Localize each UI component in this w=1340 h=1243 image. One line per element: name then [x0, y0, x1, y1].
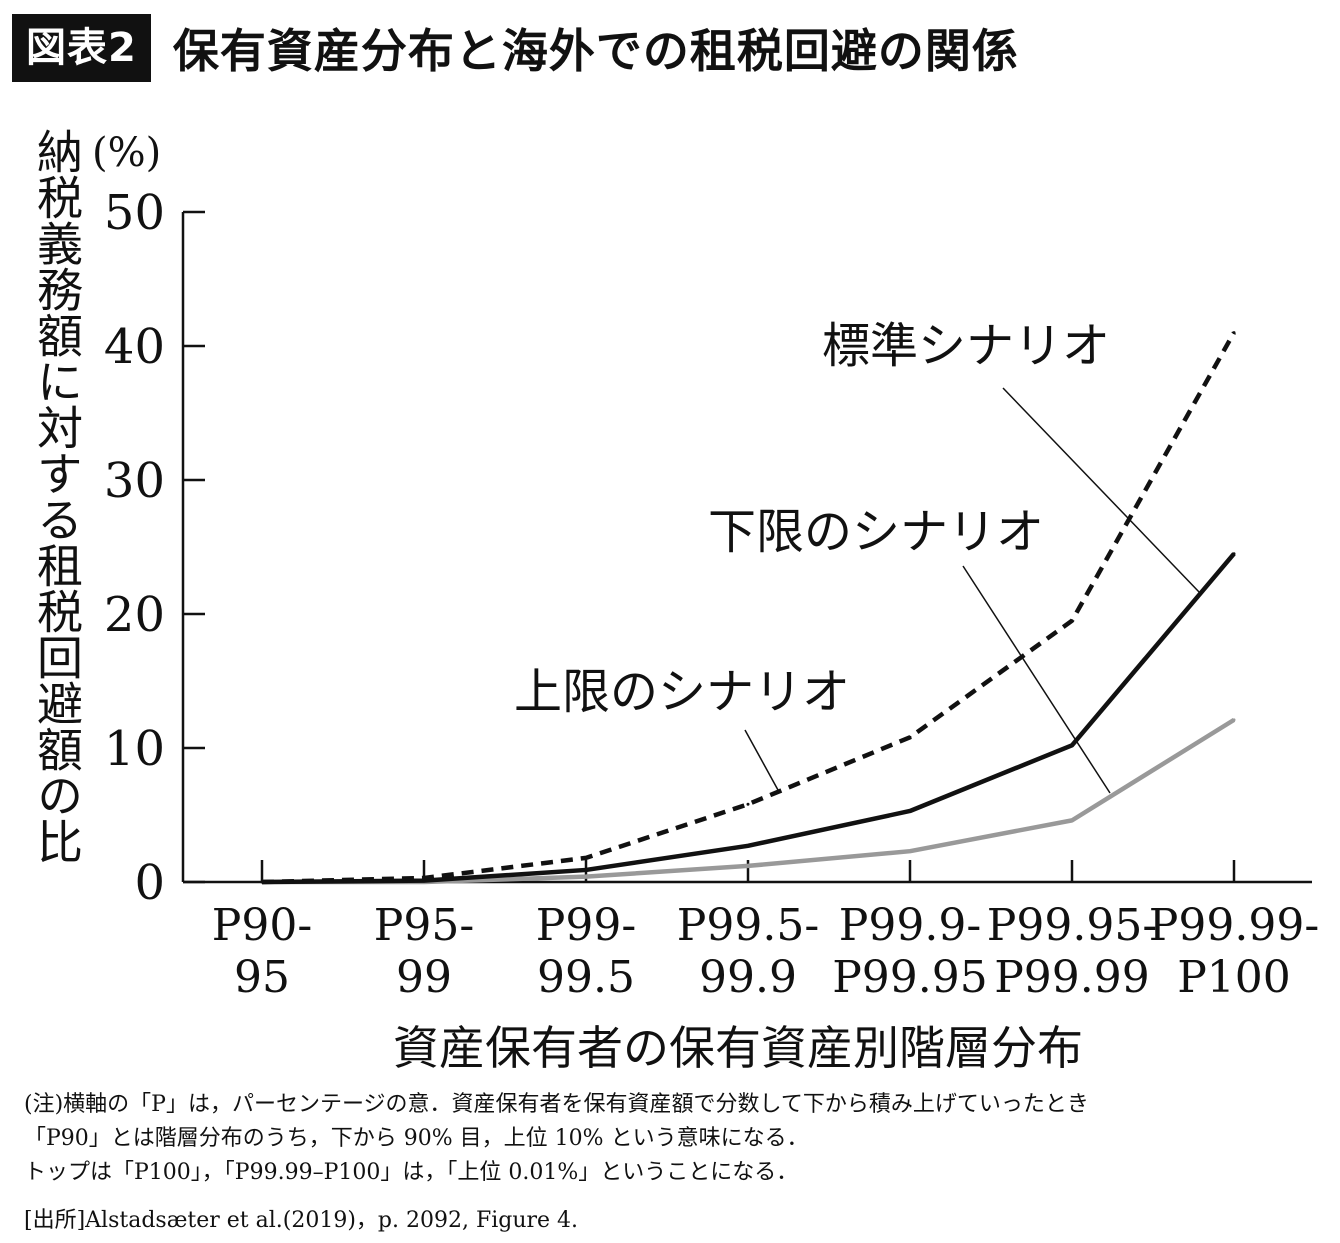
source-citation: [出所]Alstadsæter et al.(2019)，p. 2092, Fi… — [24, 1208, 579, 1233]
data-point — [746, 802, 750, 806]
data-point — [908, 849, 912, 853]
x-tick-label: P99.5- — [677, 900, 819, 951]
x-tick-label: P99.95 — [832, 952, 988, 1003]
y-tick-label: 30 — [104, 453, 165, 509]
figure-badge: 図表2 — [12, 14, 151, 82]
data-point — [584, 875, 588, 879]
x-axis-label-text: 資産保有者の保有資産別階層分布 — [393, 1021, 1083, 1075]
series-label: 標準シナリオ — [822, 318, 1110, 374]
line-chart: 0 10 20 30 40 50 P90-95 P95-99 P99-99.5 P99.5-99.… — [104, 185, 1319, 1003]
data-point — [746, 844, 750, 848]
x-tick-label: 95 — [234, 952, 290, 1003]
data-point — [1232, 331, 1236, 335]
data-point — [1070, 619, 1074, 623]
data-point — [584, 868, 588, 872]
series-label: 下限のシナリオ — [708, 504, 1044, 560]
leader-line — [962, 565, 1111, 794]
x-tick-label: P90- — [212, 900, 312, 951]
x-tick-label: 99.5 — [537, 952, 635, 1003]
y-axis-unit: (%) — [92, 130, 162, 176]
leader-line — [1002, 387, 1201, 594]
figure-header: 図表2 保有資産分布と海外での租税回避の関係 — [12, 12, 1019, 84]
x-tick-label: 99.9 — [699, 952, 797, 1003]
footnote-line: 「P90」とは階層分布のうち，下から 90% 目，上位 10% という意味になる… — [24, 1126, 809, 1151]
x-tick-label: P99.9- — [839, 900, 981, 951]
y-tick-label: 50 — [104, 185, 165, 241]
data-point — [422, 876, 426, 880]
x-tick-label: P99.95- — [987, 900, 1157, 951]
leader-line — [744, 729, 779, 791]
data-point — [1070, 743, 1074, 747]
series-line — [261, 331, 1236, 885]
y-tick-label: 0 — [134, 855, 165, 911]
data-point — [584, 856, 588, 860]
data-point — [1232, 552, 1236, 556]
series-line — [262, 717, 1236, 885]
series-label: 上限のシナリオ — [514, 664, 850, 720]
footnote-line: トップは「P100」，「P99.99–P100」は，「上位 0.01%」というこ… — [24, 1160, 799, 1185]
figure-title: 保有資産分布と海外での租税回避の関係 — [172, 24, 1019, 78]
x-tick-label: P100 — [1177, 952, 1291, 1003]
x-tick-label: P99.99- — [1149, 900, 1319, 951]
data-point — [260, 880, 264, 884]
y-tick-label: 20 — [104, 587, 165, 643]
data-point — [1070, 818, 1074, 822]
y-tick-label: 40 — [104, 319, 165, 375]
footnote-line: (注)横軸の「P」は，パーセンテージの意．資産保有者を保有資産額で分数して下から… — [24, 1092, 1089, 1117]
y-tick-label: 10 — [104, 721, 165, 777]
y-axis-label: 納税義務額に対する租税回避額の比 — [30, 128, 84, 864]
x-tick-label: P99- — [536, 900, 636, 951]
x-axis-label: 資産保有者の保有資産別階層分布 — [0, 1012, 1340, 1078]
x-tick-label: P99.99 — [994, 952, 1150, 1003]
x-tick-label: P95- — [374, 900, 474, 951]
data-point — [908, 809, 912, 813]
x-tick-label: 99 — [396, 952, 452, 1003]
data-point — [908, 735, 912, 739]
footnotes: (注)横軸の「P」は，パーセンテージの意．資産保有者を保有資産額で分数して下から… — [24, 1088, 1334, 1190]
data-point — [1232, 718, 1236, 722]
data-point — [746, 864, 750, 868]
